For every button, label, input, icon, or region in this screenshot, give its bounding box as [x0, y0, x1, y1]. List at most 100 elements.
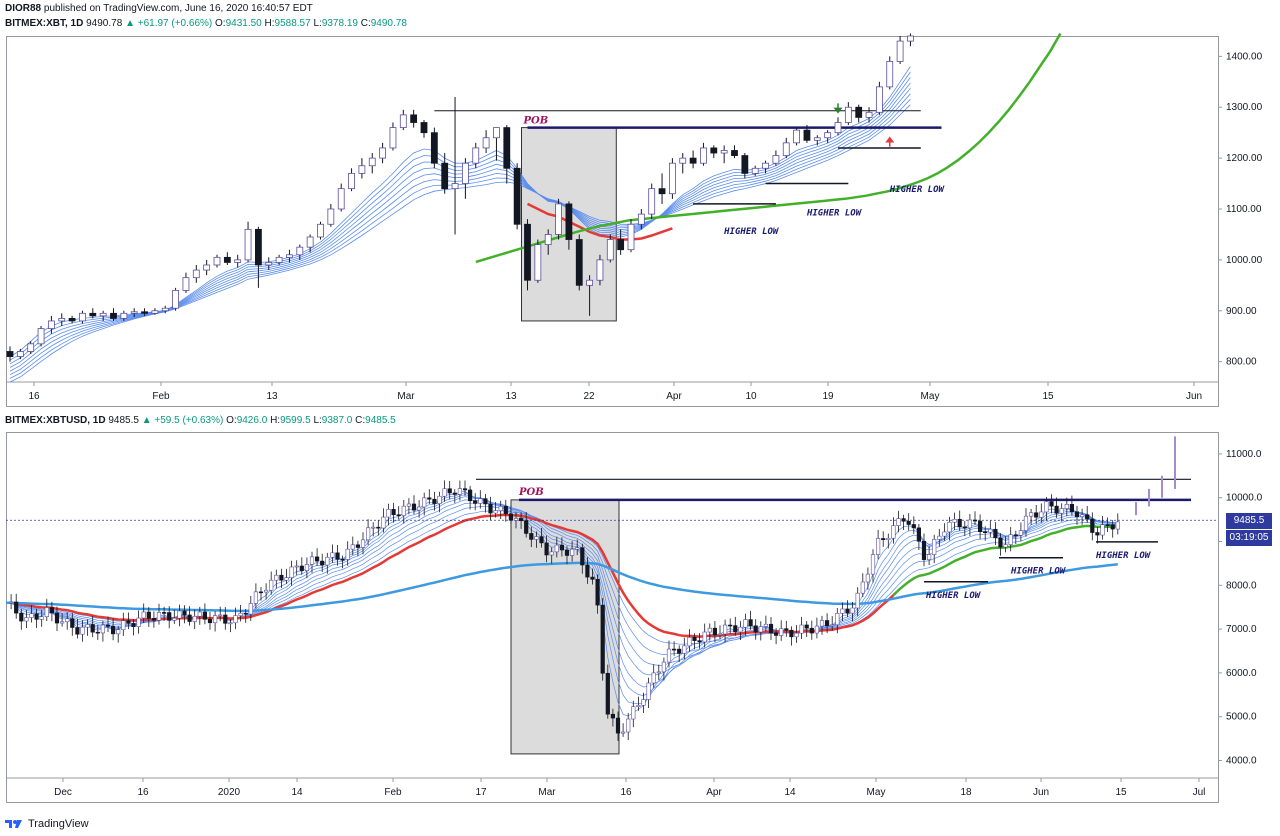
y-tick-label: 10000.0 — [1226, 493, 1263, 504]
candle — [728, 624, 733, 627]
candle — [386, 509, 391, 518]
candle — [972, 519, 978, 522]
candle — [116, 629, 121, 635]
candle — [335, 552, 340, 560]
candle — [304, 564, 310, 571]
candle — [813, 137, 821, 141]
candle — [876, 86, 883, 113]
candle — [677, 648, 682, 654]
price-change: ▲ +59.5 (+0.63%) — [141, 415, 224, 426]
ma-blue-line — [6, 561, 1118, 613]
candle — [451, 183, 459, 190]
candle — [988, 528, 993, 533]
x-tick-label: 16 — [620, 787, 632, 798]
chart-pane-xbtusd[interactable]: 11000.010000.09000.08000.07000.06000.050… — [5, 432, 1276, 803]
candle — [689, 157, 697, 164]
candle — [345, 548, 350, 560]
candle — [202, 611, 208, 620]
candle — [381, 516, 386, 529]
candle — [733, 625, 738, 633]
candle — [575, 239, 583, 286]
chart-canvas-xbt[interactable]: 1400.00 1300.00 1200.00 1100.00 1000.00 900.0… — [6, 32, 1276, 408]
x-tick-label: 13 — [505, 391, 517, 402]
candle — [720, 150, 728, 154]
candle — [932, 539, 937, 555]
candle — [1105, 524, 1110, 526]
candle — [330, 552, 335, 558]
candle — [554, 544, 559, 553]
candle — [420, 122, 428, 134]
candle — [844, 106, 852, 123]
candle — [350, 544, 355, 550]
candle — [886, 61, 894, 88]
candle — [411, 503, 417, 511]
x-tick-label: 18 — [960, 787, 972, 798]
candle — [794, 632, 799, 638]
candle — [100, 624, 105, 634]
candle — [679, 157, 687, 164]
candle — [151, 618, 157, 621]
candle — [549, 551, 554, 556]
candle — [498, 506, 503, 511]
x-tick-label: May — [867, 787, 886, 798]
candle — [389, 127, 397, 149]
last-price: 9490.78 — [86, 18, 123, 29]
candle — [682, 645, 687, 654]
candle — [830, 624, 835, 627]
candle — [314, 556, 320, 562]
plot-frame — [6, 432, 1219, 803]
candle — [1080, 514, 1085, 518]
bar-countdown-tag: 03:19:05 — [1226, 530, 1272, 546]
candle — [131, 623, 136, 627]
candle — [483, 498, 488, 505]
candle — [646, 682, 651, 700]
candle — [957, 518, 962, 528]
candle — [306, 236, 314, 248]
candle — [636, 705, 641, 707]
candle — [539, 536, 544, 544]
candle — [416, 506, 422, 511]
candle — [967, 519, 972, 529]
candle — [462, 488, 468, 491]
arrow-down-icon — [833, 103, 843, 114]
candle — [1085, 514, 1090, 520]
candle — [870, 554, 876, 575]
candle — [121, 620, 126, 630]
candle — [99, 312, 107, 317]
candle — [120, 312, 128, 319]
candle — [442, 488, 447, 497]
candle — [58, 317, 66, 322]
candle — [401, 505, 406, 516]
candle — [600, 604, 605, 674]
x-tick-label: Mar — [538, 787, 556, 798]
ema-ribbon-line — [9, 98, 911, 379]
candle — [258, 591, 264, 594]
symbol-name[interactable]: BITMEX:XBTUSD, 1D — [5, 415, 106, 426]
candle — [89, 312, 97, 317]
candle — [926, 554, 932, 560]
candle — [34, 613, 39, 620]
author-name[interactable]: DIOR88 — [5, 3, 42, 14]
chart-canvas-xbtusd[interactable]: 11000.010000.09000.08000.07000.06000.050… — [5, 432, 1276, 803]
low-label: L: — [313, 415, 322, 426]
candle — [606, 239, 614, 261]
candle — [743, 619, 748, 628]
low-value: 9387.0 — [321, 415, 353, 426]
candle — [244, 228, 252, 261]
candle — [952, 518, 957, 523]
candle — [762, 162, 769, 169]
candle — [207, 618, 213, 624]
footer-brand[interactable]: TradingView — [4, 818, 89, 830]
candle — [580, 547, 585, 566]
candle — [697, 640, 702, 643]
chart-pane-xbt[interactable]: 1400.00 1300.00 1200.00 1100.00 1000.00 900.0… — [6, 32, 1276, 408]
x-tick-label: Dec — [54, 787, 72, 798]
symbol-name[interactable]: BITMEX:XBT, 1D — [5, 18, 84, 29]
candle — [263, 589, 269, 593]
candle — [279, 574, 284, 581]
candle — [641, 699, 646, 706]
high-value: 9599.5 — [280, 415, 311, 426]
x-tick-label: 16 — [137, 787, 149, 798]
candle — [789, 629, 794, 638]
candle — [824, 620, 830, 627]
